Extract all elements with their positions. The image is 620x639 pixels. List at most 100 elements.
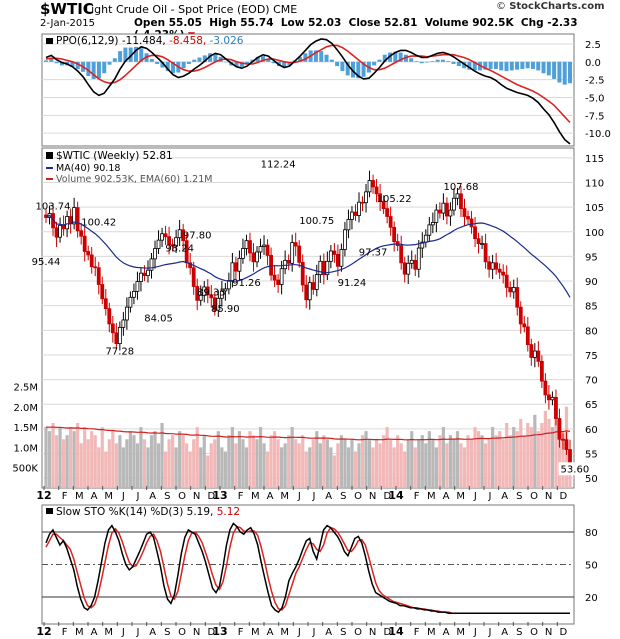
volume-bar [540,423,544,488]
x-tick-label: F [414,491,420,502]
ppo-histogram-bar [467,61,472,70]
volume-bar [378,443,382,488]
open-value: 55.05 [168,17,202,29]
candle-body [188,262,193,269]
close-label: Close [348,17,381,29]
candle-body [378,193,382,202]
quote-summary: Open 55.05 High 55.74 Low 52.03 Close 52… [134,17,620,41]
candle-body [561,438,565,441]
change-label: Chg [520,17,544,29]
volume-bar [100,427,104,488]
price-tick-label: 95 [585,252,598,263]
volume-bar [114,443,118,488]
candle-body [328,250,333,262]
ppo-histogram-bar [91,61,96,79]
candle-body [153,248,157,260]
candle-body [160,233,164,241]
x-tick-label: N [193,627,200,638]
x-tick-label: A [149,627,156,638]
candle-body [525,326,530,346]
candle-body [427,224,432,236]
volume-bar [487,439,491,488]
price-annotation: 95.44 [32,257,61,268]
instrument-description: Light Crude Oil - Spot Price (EOD) [85,3,270,16]
volume-bar [174,447,178,488]
copyright[interactable]: © StockCharts.com [496,1,605,12]
volume-bar [417,439,421,488]
volume-bar [220,447,224,488]
x-tick-label: J [297,491,301,502]
stoch-tick-label: 20 [585,593,598,604]
price-tick-label: 75 [585,351,598,362]
x-tick-label: F [414,627,420,638]
candle-body [339,249,344,267]
x-tick-label: 12 [36,625,51,638]
volume-bar [455,431,460,488]
ppo-histogram-bar [472,61,477,71]
candle-body [466,216,470,220]
volume-bar [304,451,308,488]
volume-bar [357,443,361,488]
price-tick-label: 90 [585,277,598,288]
candle-body [416,247,421,270]
candle-body [501,271,506,276]
volume-bar [142,439,147,488]
x-tick-label: 12 [36,489,51,502]
volume-bar [550,427,555,488]
candle-body [237,257,242,272]
ppo-histogram-bar [59,61,64,66]
candle-body [452,197,456,211]
ppo-legend-part: -8.458, [169,35,210,47]
x-tick-label: S [164,627,170,638]
candle-body [216,297,221,311]
ppo-histogram-bar [462,61,467,69]
volume-bar [522,435,526,488]
candle-body [96,267,101,285]
volume-bar [206,455,210,488]
candle-body [487,261,492,270]
volume-bar [76,423,80,488]
volume-bar [107,439,111,488]
ppo-histogram-bar [160,61,165,68]
volume-bar [438,435,442,488]
instrument-name: Light Crude Oil - Spot Price (EOD) CME [85,3,297,16]
ppo-histogram-bar [456,61,461,67]
candle-body [406,262,411,275]
price-tick-label: 105 [585,203,604,214]
ppo-histogram-bar [419,61,424,64]
price-tick-label: 85 [585,302,598,313]
x-tick-label: A [91,627,98,638]
volume-bar [128,431,133,488]
volume-bar [445,443,449,488]
volume-bar [230,427,234,488]
stoch-legend: Slow STO %K(14) %D(3) 5.19, 5.12 [56,506,240,518]
ppo-histogram-bar [557,61,562,83]
candle-body [114,332,119,345]
candle-body [536,350,541,362]
x-axis-price: 12 F M A M J J A S O N D13 F M A M J J A S O N D14 F M A M J J A S O N D [36,486,567,502]
volume-bar [118,435,122,488]
ppo-histogram-bar [112,58,117,62]
candle-body [497,268,502,273]
price-annotation: 77.28 [106,347,135,358]
volume-bar [508,435,512,488]
ppo-histogram-bar [409,58,414,62]
x-tick-label: J [312,491,316,502]
x-tick-label: N [369,491,376,502]
volume-bar [389,439,393,488]
low-value: 52.03 [308,17,342,29]
volume-bar [427,431,431,488]
ppo-histogram-bar [446,61,451,62]
ppo-histogram-bar [361,61,366,77]
candle-body [399,245,404,264]
low-label: Low [280,17,305,29]
volume-bar [153,431,157,488]
volume-bar [448,435,453,488]
volume-bar [202,435,206,488]
candle-body [283,259,288,270]
ppo-histogram-bar [208,53,213,62]
price-tick-label: 100 [585,228,604,239]
candle-body [441,202,446,214]
candle-body [508,287,513,293]
volume-bar [276,439,280,488]
